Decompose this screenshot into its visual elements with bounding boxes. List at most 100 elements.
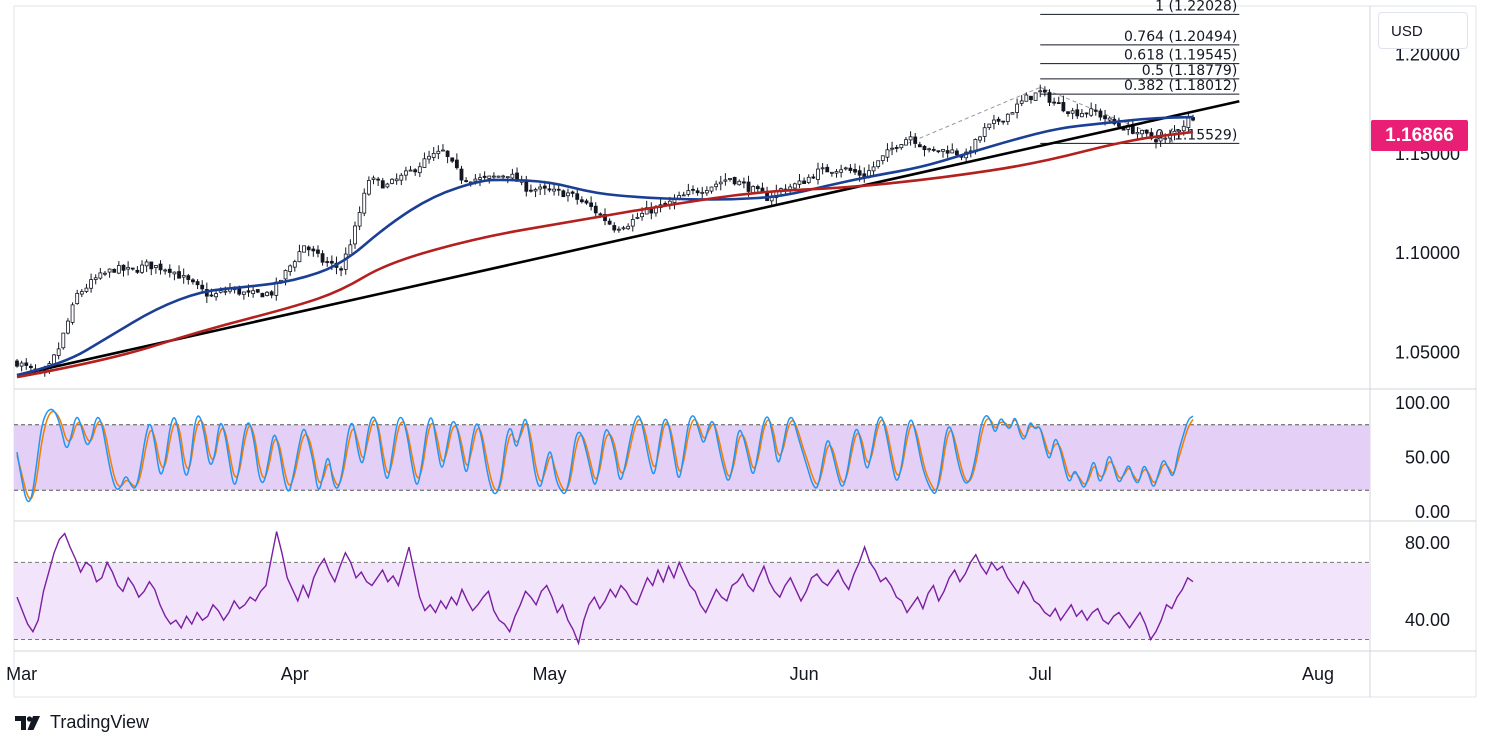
- candle: [98, 267, 103, 280]
- price-tick-label: 1.20000: [1395, 45, 1460, 65]
- candle: [343, 247, 348, 275]
- candle: [709, 186, 714, 194]
- candle: [399, 172, 404, 186]
- candle: [191, 278, 195, 285]
- stochastic-axis[interactable]: 100.00 50.00 0.00: [1395, 393, 1450, 522]
- candle: [1005, 113, 1010, 125]
- candle: [149, 261, 154, 276]
- candle: [15, 358, 19, 368]
- candle: [1010, 111, 1015, 115]
- candle: [478, 173, 482, 187]
- trendline[interactable]: [16, 99, 1240, 377]
- time-tick-label: Mar: [6, 664, 37, 684]
- candle: [167, 264, 172, 278]
- candle: [390, 178, 394, 185]
- candle: [496, 175, 501, 178]
- candle: [269, 290, 274, 299]
- candle: [431, 147, 436, 161]
- candle: [265, 290, 269, 297]
- candle: [422, 152, 427, 168]
- candle: [908, 131, 913, 146]
- candle: [1154, 136, 1158, 149]
- sma-fast-line: [16, 115, 1194, 377]
- candle: [996, 116, 1001, 126]
- candle: [1056, 96, 1061, 105]
- candle: [621, 225, 626, 231]
- candle: [84, 283, 89, 294]
- candle: [144, 259, 149, 273]
- candle: [927, 147, 932, 153]
- candle: [904, 136, 908, 146]
- candle: [107, 268, 112, 278]
- time-axis[interactable]: Mar Apr May Jun Jul Aug: [6, 664, 1334, 684]
- rsi-axis[interactable]: 80.00 40.00: [1405, 533, 1450, 630]
- candle: [1075, 103, 1080, 119]
- candle: [1001, 120, 1006, 125]
- candle: [755, 184, 760, 193]
- candle: [89, 273, 93, 293]
- brand[interactable]: TradingView: [14, 712, 149, 733]
- candle: [348, 239, 353, 256]
- candle: [839, 164, 844, 178]
- candle: [524, 175, 529, 197]
- candle: [1029, 95, 1033, 104]
- candle: [70, 302, 75, 325]
- candle: [552, 183, 556, 196]
- candle: [75, 289, 80, 305]
- candle: [1052, 97, 1057, 106]
- candle: [195, 279, 200, 290]
- candle: [436, 145, 441, 160]
- candle: [1042, 86, 1047, 97]
- candle: [1089, 102, 1094, 117]
- chart-frame: [13, 5, 1477, 698]
- candle: [931, 146, 936, 152]
- candle: [681, 191, 686, 197]
- candle: [1038, 84, 1043, 98]
- candle: [802, 177, 806, 184]
- candle: [941, 148, 945, 158]
- stochastic-tick-label: 100.00: [1395, 393, 1450, 413]
- candle: [825, 164, 830, 173]
- candle: [1061, 95, 1066, 113]
- price-tick-label: 1.10000: [1395, 243, 1460, 263]
- candle: [575, 190, 580, 205]
- candle: [112, 268, 117, 273]
- candle: [1019, 95, 1024, 107]
- fibonacci-retracement[interactable]: 1 (1.22028) 0.764 (1.20494) 0.618 (1.19545…: [887, 0, 1240, 153]
- candle: [561, 189, 566, 198]
- candle: [700, 186, 705, 199]
- candle: [1093, 103, 1098, 116]
- candle: [450, 157, 455, 163]
- candle: [982, 123, 987, 143]
- rsi-band: [14, 561, 1370, 640]
- candle: [172, 271, 177, 281]
- time-tick-label: Jun: [790, 664, 819, 684]
- candle: [672, 194, 677, 210]
- candle: [408, 165, 413, 172]
- time-tick-label: Jul: [1029, 664, 1052, 684]
- candle: [445, 150, 450, 164]
- candle: [181, 268, 186, 284]
- candle: [251, 285, 256, 298]
- currency-selector[interactable]: USD: [1378, 12, 1468, 49]
- candle: [163, 268, 168, 275]
- rsi-tick-label: 80.00: [1405, 533, 1450, 553]
- candle: [890, 141, 894, 156]
- candle: [579, 196, 584, 204]
- rsi-line-path: [16, 531, 1194, 646]
- candle: [1098, 108, 1103, 121]
- candle: [394, 173, 399, 185]
- currency-label: USD: [1391, 23, 1423, 40]
- trendline-line[interactable]: [16, 99, 1240, 377]
- candle: [593, 202, 598, 218]
- candle: [607, 218, 612, 226]
- candle: [140, 260, 144, 274]
- candle: [718, 175, 723, 191]
- candle: [876, 160, 881, 169]
- candle: [1084, 112, 1089, 118]
- candle: [441, 144, 445, 152]
- candle: [158, 260, 163, 275]
- candle: [797, 174, 802, 189]
